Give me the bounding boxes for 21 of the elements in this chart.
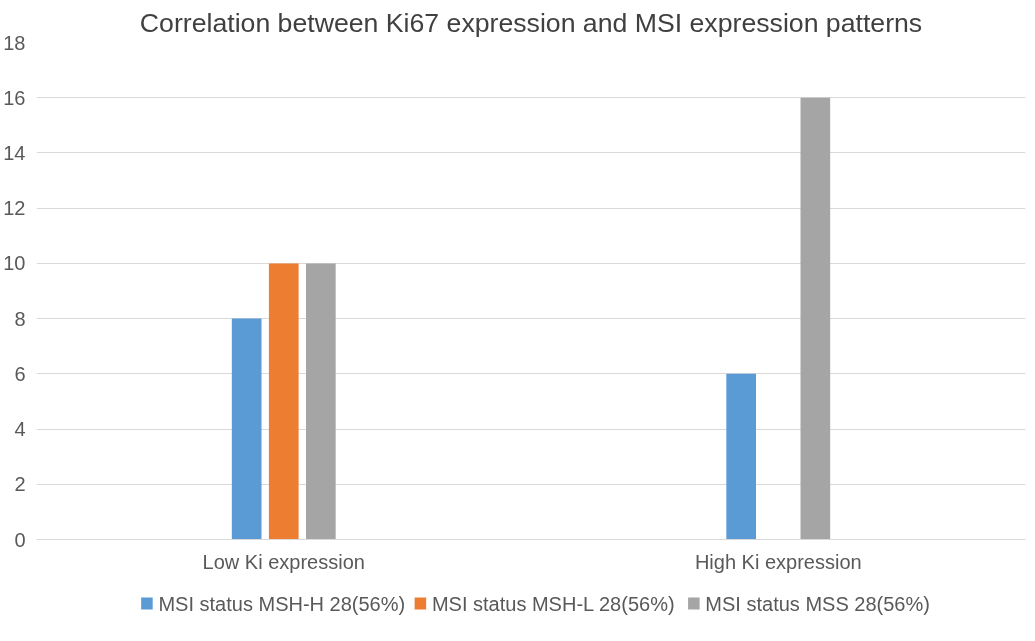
bar xyxy=(306,263,336,540)
y-tick-label: 6 xyxy=(14,362,26,385)
legend-label: MSI status MSH-L 28(56%) xyxy=(431,592,675,615)
legend-label: MSI status MSS 28(56%) xyxy=(705,592,930,615)
x-tick-label: Low Ki expression xyxy=(202,550,365,573)
bar xyxy=(268,263,299,540)
y-tick-label: 14 xyxy=(3,141,26,164)
y-tick-label: 8 xyxy=(14,307,26,330)
y-tick-label: 10 xyxy=(3,252,26,275)
y-tick-label: 16 xyxy=(3,86,26,109)
y-tick-label: 18 xyxy=(3,31,26,54)
bar xyxy=(231,318,262,540)
chart-title: Correlation between Ki67 expression and MSI expression patterns xyxy=(139,7,923,38)
y-tick-label: 0 xyxy=(14,528,26,551)
y-tick-label: 2 xyxy=(14,473,26,496)
legend-label: MSI status MSH-H 28(56%) xyxy=(158,592,406,615)
x-tick-label: High Ki expression xyxy=(694,550,862,573)
y-tick-label: 12 xyxy=(3,197,26,220)
bar xyxy=(726,373,756,540)
bar xyxy=(800,97,831,540)
y-tick-label: 4 xyxy=(14,418,26,441)
